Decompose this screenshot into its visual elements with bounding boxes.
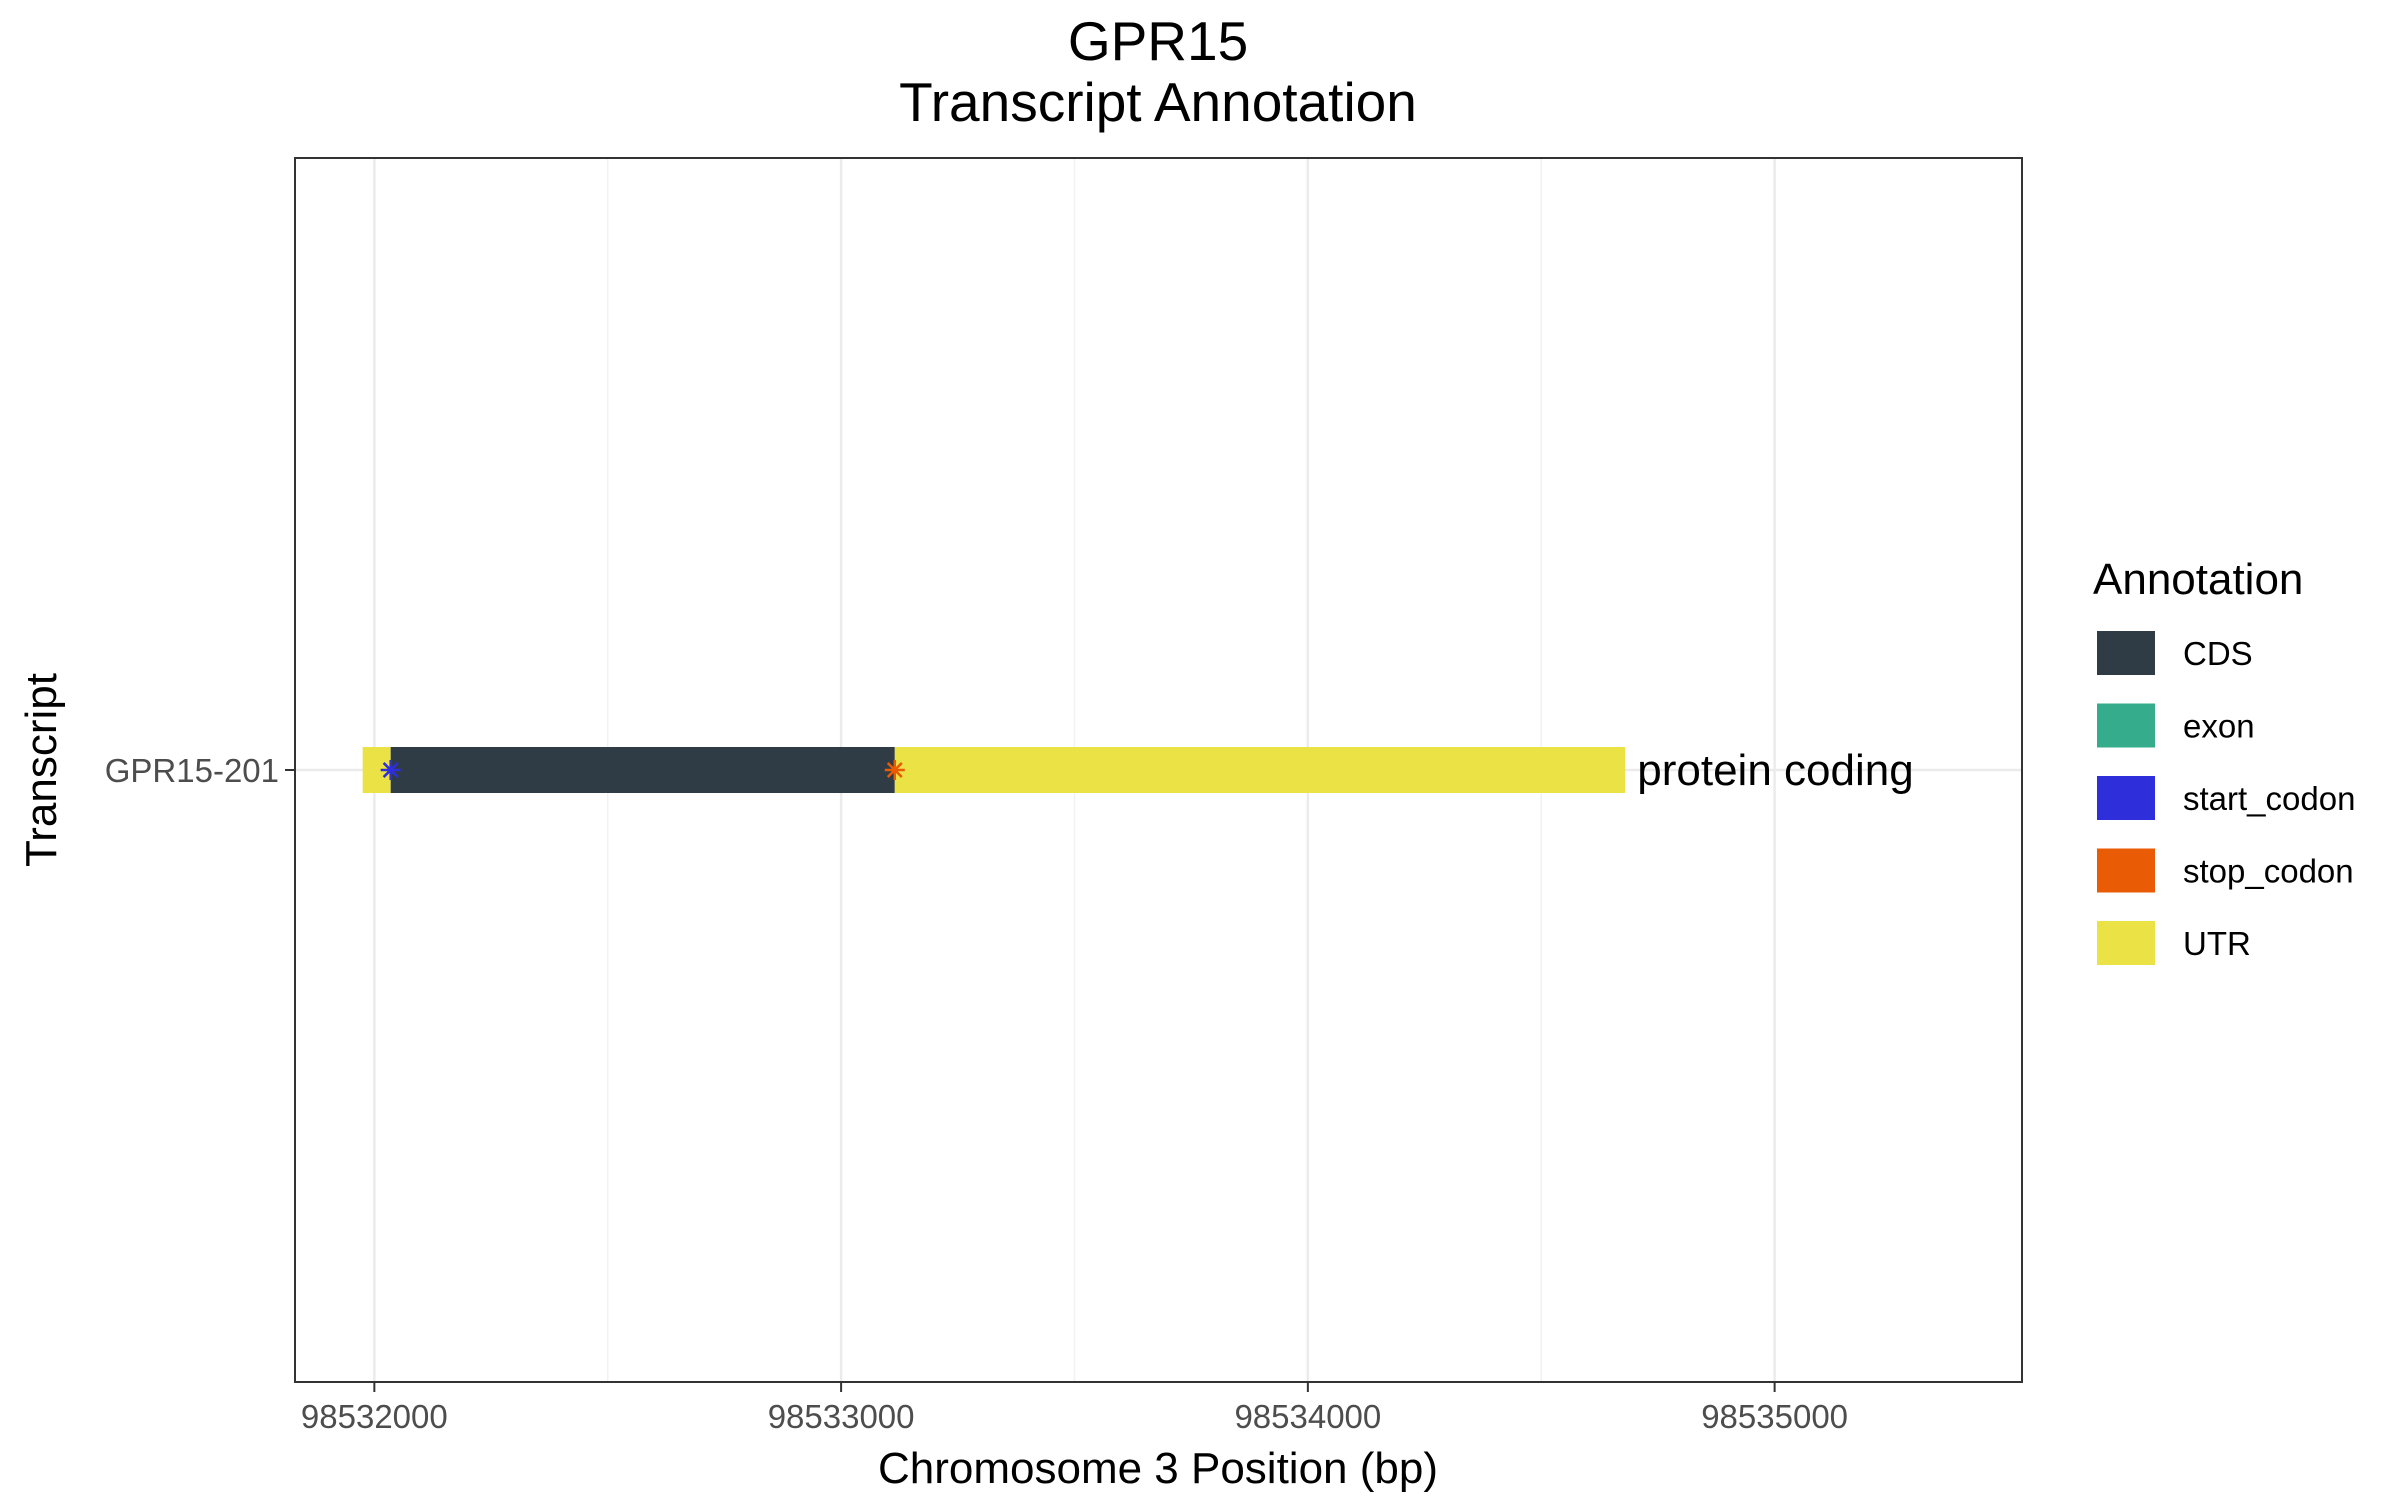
stop-codon-marker-stroke <box>886 762 903 778</box>
segment-cds <box>390 747 895 793</box>
legend-key-exon <box>2097 703 2155 748</box>
legend-key-stop-codon <box>2097 848 2155 893</box>
legend-label-utr: UTR <box>2183 925 2251 962</box>
transcript-biotype-label: protein coding <box>1637 746 1913 795</box>
x-tick-label: 98535000 <box>1701 1398 1848 1435</box>
legend-label-start-codon: start_codon <box>2183 780 2355 817</box>
legend-key-utr <box>2097 921 2155 965</box>
start-codon-marker-stroke <box>382 762 399 778</box>
legend-label-stop-codon: stop_codon <box>2183 853 2354 890</box>
x-tick-label: 98533000 <box>768 1398 915 1435</box>
x-axis-title: Chromosome 3 Position (bp) <box>878 1444 1438 1493</box>
start-codon-marker <box>380 760 401 780</box>
chart-title-line-2: Transcript Annotation <box>899 71 1417 133</box>
legend: Annotation CDS exon start_codon stop_codon U… <box>2093 555 2355 965</box>
legend-label-exon: exon <box>2183 708 2255 745</box>
legend-key-cds <box>2097 631 2155 675</box>
mark-layer: protein coding <box>362 746 1914 795</box>
segment-utr <box>894 747 1626 793</box>
legend-title: Annotation <box>2093 555 2303 604</box>
stop-codon-marker <box>884 760 905 780</box>
legend-key-start-codon <box>2097 776 2155 820</box>
y-tick-label: GPR15-201 <box>105 752 279 789</box>
x-tick-label: 98532000 <box>301 1398 448 1435</box>
axis-layer: 98532000 98533000 98534000 98535000 GPR15-20… <box>105 752 1848 1435</box>
y-axis-title: Transcript <box>17 673 66 867</box>
chart-title-line-1: GPR15 <box>1068 10 1248 72</box>
x-tick-label: 98534000 <box>1234 1398 1381 1435</box>
legend-label-cds: CDS <box>2183 635 2253 672</box>
